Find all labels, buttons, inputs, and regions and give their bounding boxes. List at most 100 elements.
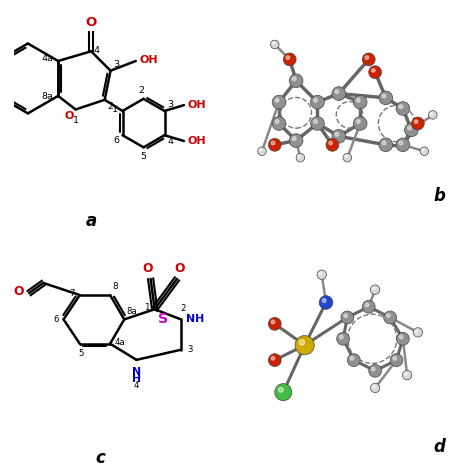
Circle shape (344, 314, 347, 318)
Circle shape (369, 66, 382, 79)
Text: S: S (158, 312, 168, 326)
Circle shape (413, 328, 422, 337)
Text: 6: 6 (53, 315, 58, 324)
Text: a: a (85, 212, 97, 230)
Circle shape (396, 138, 410, 152)
Circle shape (353, 95, 367, 109)
Circle shape (350, 356, 354, 360)
Text: 3: 3 (167, 100, 173, 109)
Circle shape (299, 340, 305, 345)
Text: O: O (85, 16, 97, 29)
Circle shape (347, 354, 360, 366)
Text: 4a: 4a (41, 54, 53, 63)
Circle shape (383, 311, 396, 324)
Circle shape (332, 129, 346, 143)
Text: 4: 4 (134, 381, 139, 390)
Text: 3: 3 (113, 60, 119, 69)
Circle shape (370, 383, 380, 392)
Text: N: N (132, 367, 141, 377)
Circle shape (335, 132, 339, 137)
Text: 4: 4 (93, 46, 99, 55)
Circle shape (405, 123, 418, 137)
Circle shape (428, 110, 437, 119)
Circle shape (362, 53, 375, 66)
Circle shape (332, 87, 346, 100)
Text: 2: 2 (108, 102, 114, 111)
Circle shape (399, 335, 403, 339)
Circle shape (272, 95, 286, 109)
Text: 1: 1 (112, 104, 118, 113)
Circle shape (260, 149, 262, 151)
Text: 6: 6 (114, 136, 119, 145)
Circle shape (386, 314, 390, 318)
Circle shape (314, 119, 318, 123)
Circle shape (379, 91, 392, 105)
Text: 5: 5 (78, 349, 83, 358)
Circle shape (258, 147, 266, 155)
Circle shape (402, 370, 412, 380)
Circle shape (335, 90, 339, 93)
Circle shape (268, 138, 281, 151)
Text: 1: 1 (144, 303, 150, 312)
Circle shape (396, 332, 409, 345)
Circle shape (322, 299, 326, 302)
Text: 7: 7 (69, 289, 75, 298)
Text: 8a: 8a (41, 92, 53, 101)
Circle shape (370, 285, 380, 294)
Circle shape (268, 354, 281, 366)
Text: 5: 5 (140, 152, 146, 161)
Text: O: O (64, 111, 73, 121)
Circle shape (414, 120, 418, 123)
Circle shape (362, 301, 375, 313)
Text: 8: 8 (112, 282, 118, 291)
Circle shape (341, 311, 354, 324)
Circle shape (382, 94, 386, 98)
Circle shape (296, 154, 305, 162)
Circle shape (314, 98, 318, 102)
Text: 1: 1 (73, 116, 79, 125)
Circle shape (271, 320, 275, 324)
Circle shape (379, 138, 392, 152)
Circle shape (279, 387, 283, 392)
Circle shape (420, 147, 428, 155)
Circle shape (404, 373, 407, 375)
Circle shape (292, 77, 296, 81)
Circle shape (372, 367, 375, 371)
Text: 8a: 8a (126, 307, 137, 316)
Circle shape (356, 119, 360, 123)
Circle shape (275, 383, 292, 401)
Text: OH: OH (188, 100, 206, 110)
Circle shape (268, 318, 281, 330)
Circle shape (356, 98, 360, 102)
Circle shape (317, 270, 327, 279)
Text: 2: 2 (180, 304, 186, 313)
Circle shape (382, 141, 386, 145)
Circle shape (286, 56, 290, 59)
Circle shape (319, 296, 333, 310)
Text: d: d (433, 438, 445, 456)
Circle shape (396, 102, 410, 115)
Circle shape (295, 336, 314, 355)
Circle shape (365, 56, 369, 59)
Circle shape (373, 385, 375, 388)
Text: OH: OH (140, 55, 158, 65)
Text: b: b (433, 187, 445, 205)
Circle shape (373, 287, 375, 290)
Circle shape (329, 141, 332, 145)
Circle shape (408, 126, 411, 130)
Circle shape (283, 53, 296, 66)
Circle shape (271, 40, 279, 49)
Circle shape (390, 354, 403, 366)
Circle shape (411, 117, 424, 130)
Circle shape (310, 95, 324, 109)
Text: O: O (142, 262, 153, 275)
Text: c: c (95, 449, 105, 467)
Circle shape (319, 272, 322, 275)
Text: NH: NH (186, 314, 204, 324)
Circle shape (399, 105, 403, 109)
Circle shape (393, 356, 396, 360)
Circle shape (289, 74, 303, 88)
Circle shape (365, 303, 369, 307)
Circle shape (310, 117, 324, 130)
Text: OH: OH (188, 136, 206, 146)
